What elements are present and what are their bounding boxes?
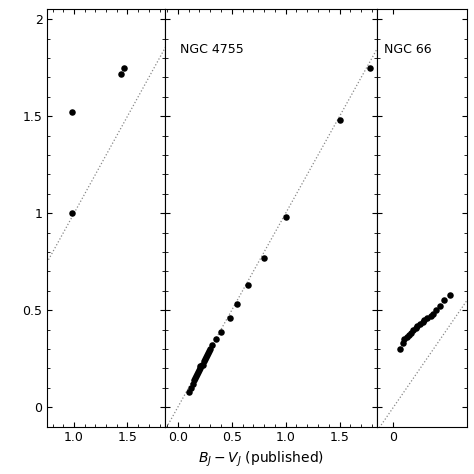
Point <box>209 341 216 349</box>
Point <box>260 254 268 262</box>
Text: NGC 4755: NGC 4755 <box>180 43 244 56</box>
Point <box>196 366 203 374</box>
Point <box>282 213 290 221</box>
Point <box>68 109 76 116</box>
Point <box>189 380 197 388</box>
Point <box>204 349 212 356</box>
Point <box>420 316 428 324</box>
Text: $B_J - V_J$ (published): $B_J - V_J$ (published) <box>198 450 324 469</box>
Point <box>401 336 408 343</box>
Point <box>336 116 344 124</box>
Point <box>206 345 214 353</box>
Point <box>226 314 233 322</box>
Point <box>233 301 241 308</box>
Point <box>412 324 420 331</box>
Point <box>432 306 440 314</box>
Point <box>202 353 210 361</box>
Point <box>203 351 211 359</box>
Point <box>406 332 413 339</box>
Text: NGC 66: NGC 66 <box>383 43 431 56</box>
Point <box>446 291 453 299</box>
Point <box>193 370 201 378</box>
Point <box>366 64 374 72</box>
Point <box>198 361 205 368</box>
Point <box>427 312 435 320</box>
Point <box>205 347 213 355</box>
Point <box>403 334 410 341</box>
Point <box>410 326 417 333</box>
Point <box>217 328 225 335</box>
Point <box>185 388 192 395</box>
Point <box>194 368 202 376</box>
Point <box>200 357 208 365</box>
Point <box>197 365 204 372</box>
Point <box>192 373 200 380</box>
Point <box>190 376 198 384</box>
Point <box>407 330 415 337</box>
Point <box>423 314 430 322</box>
Point <box>191 374 199 382</box>
Point <box>437 302 444 310</box>
Point <box>212 336 219 343</box>
Point <box>199 361 206 368</box>
Point <box>416 320 424 328</box>
Point <box>396 345 404 353</box>
Point <box>419 318 427 326</box>
Point <box>197 363 204 370</box>
Point <box>68 210 76 217</box>
Point <box>440 297 448 304</box>
Point <box>244 281 252 289</box>
Point <box>120 64 128 72</box>
Point <box>430 310 438 318</box>
Point <box>399 339 407 347</box>
Point <box>414 322 421 329</box>
Point <box>187 384 194 392</box>
Point <box>117 70 125 77</box>
Point <box>201 355 209 363</box>
